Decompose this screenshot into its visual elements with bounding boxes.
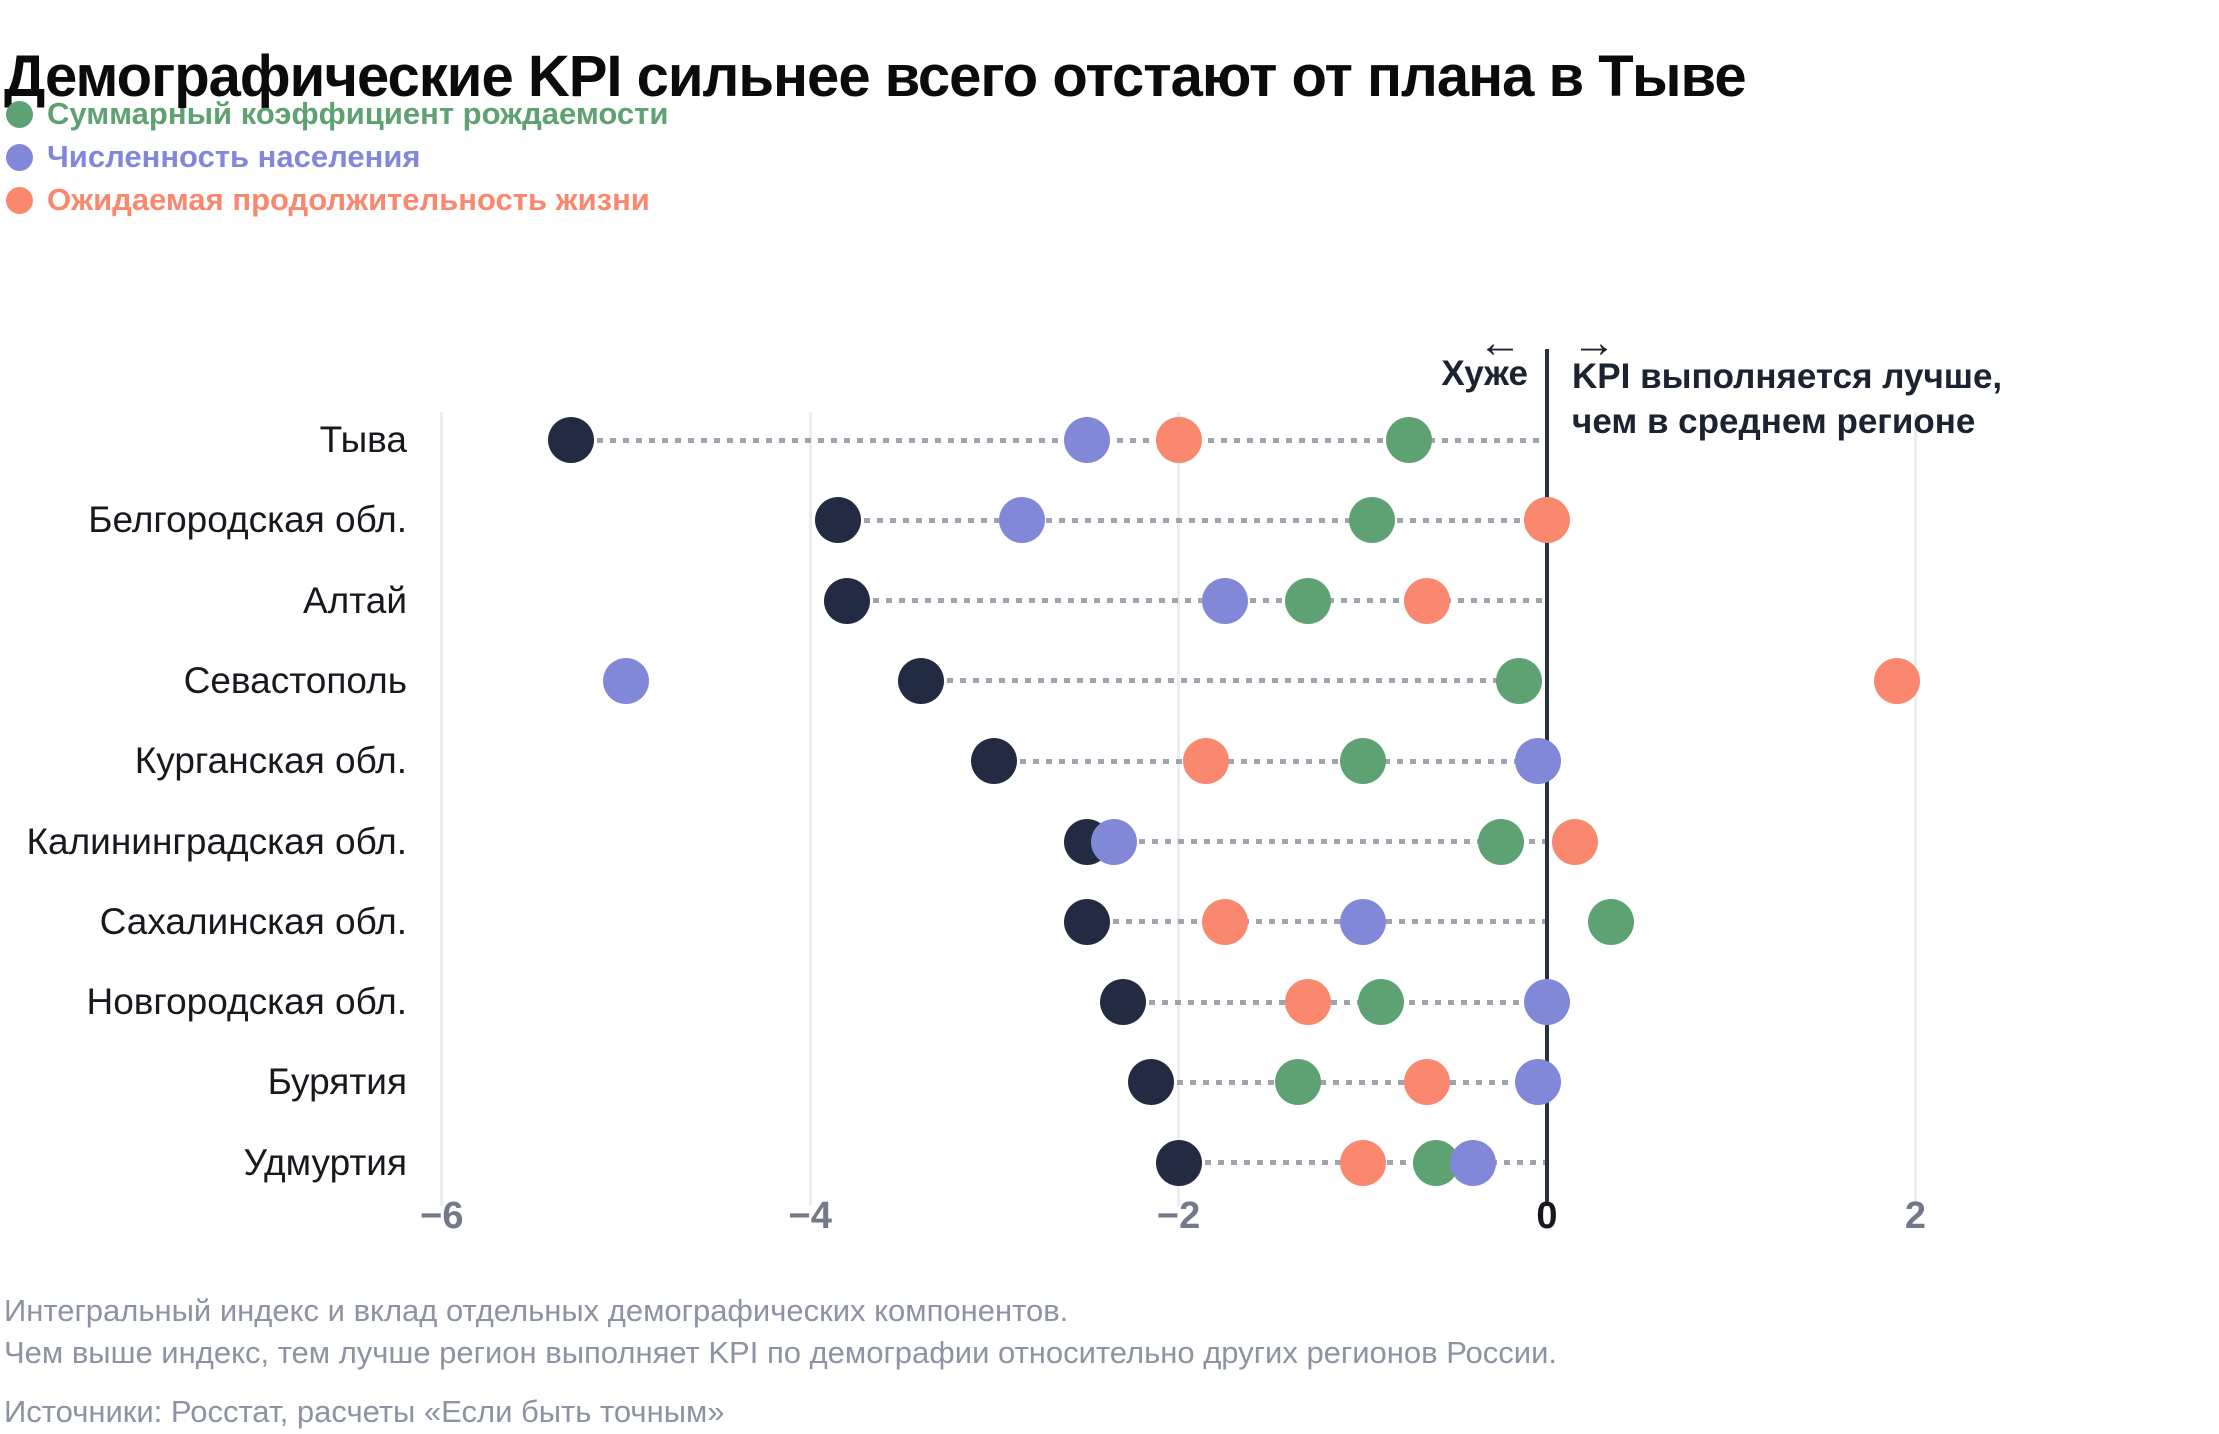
legend-label: Численность населения (47, 139, 421, 174)
row-label: Удмуртия (243, 1141, 407, 1183)
data-dot-green (1339, 738, 1386, 785)
row-label: Новгородская обл. (86, 981, 407, 1023)
legend-label: Ожидаемая продолжительность жизни (47, 182, 650, 217)
legend-item: Суммарный коэффициент рождаемости (6, 96, 668, 131)
data-dot-navy (824, 577, 871, 624)
data-dot-salmon (1551, 818, 1598, 865)
data-dot-navy (1155, 1139, 1202, 1186)
legend-dot-icon (6, 186, 33, 214)
data-dot-salmon (1201, 898, 1248, 945)
data-dot-salmon (1404, 577, 1451, 624)
footnote-line2: Чем выше индекс, тем лучше регион выполн… (4, 1335, 1558, 1370)
data-dot-green (1385, 417, 1432, 463)
footnote-source: Источники: Росстат, расчеты «Если быть т… (4, 1394, 725, 1429)
data-dot-green (1349, 497, 1395, 544)
data-dot-navy (1063, 898, 1110, 945)
data-dot-purple (1514, 738, 1561, 785)
leader-line (1150, 1079, 1545, 1085)
data-dot-navy (547, 417, 594, 463)
data-dot-purple (999, 497, 1046, 544)
x-tick-label: −4 (788, 1195, 832, 1237)
legend-label: Суммарный коэффициент рождаемости (47, 96, 669, 131)
legend-item: Численность населения (6, 139, 668, 174)
data-dot-navy (1127, 1059, 1174, 1106)
data-dot-salmon (1155, 417, 1202, 463)
data-dot-purple (1524, 979, 1570, 1026)
row-label: Севастополь (183, 659, 407, 701)
data-dot-salmon (1339, 1139, 1386, 1186)
leader-line (920, 678, 1545, 684)
gridline (440, 412, 444, 1206)
leader-line (847, 598, 1545, 604)
annotation-worse: Хуже (1441, 354, 1528, 393)
page-title: Демографические KPI сильнее всего отстаю… (4, 43, 1747, 109)
row-label: Калининградская обл. (26, 820, 407, 862)
data-dot-navy (1100, 979, 1147, 1026)
annotation-better-line1: KPI выполняется лучше, (1572, 357, 2003, 396)
data-dot-green (1588, 898, 1635, 945)
x-tick-label: −6 (420, 1195, 464, 1237)
gridline (1177, 412, 1181, 1206)
data-dot-purple (1339, 898, 1386, 945)
legend-item: Ожидаемая продолжительность жизни (6, 182, 668, 217)
data-dot-navy (814, 497, 861, 544)
annotation-better: KPI выполняется лучше, чем в среднем рег… (1572, 354, 2002, 444)
data-dot-salmon (1404, 1059, 1451, 1106)
x-tick-label: 0 (1536, 1195, 1558, 1237)
data-dot-salmon (1524, 497, 1570, 544)
data-dot-green (1358, 979, 1405, 1026)
data-dot-green (1284, 577, 1331, 624)
data-dot-salmon (1284, 979, 1331, 1026)
data-dot-navy (897, 657, 944, 704)
leader-line (570, 437, 1545, 443)
data-dot-green (1496, 657, 1543, 704)
annotation-better-line2: чем в среднем регионе (1572, 402, 1976, 441)
x-tick-label: −2 (1156, 1195, 1201, 1237)
row-label: Алтай (302, 579, 407, 621)
leader-line (1086, 839, 1545, 844)
arrow-right-icon: → (1572, 318, 1616, 367)
data-dot-purple (1514, 1059, 1561, 1106)
data-dot-salmon (1873, 657, 1920, 704)
data-dot-purple (1450, 1139, 1497, 1186)
row-label: Тыва (319, 419, 407, 460)
leader-line (1123, 999, 1545, 1005)
gridline (1913, 412, 1917, 1206)
legend-dot-icon (6, 100, 33, 128)
data-dot-purple (1091, 818, 1138, 865)
data-dot-green (1477, 818, 1524, 865)
legend-dot-icon (6, 143, 33, 171)
data-dot-purple (1201, 577, 1248, 624)
leader-line (994, 758, 1545, 764)
arrow-left-icon: ← (1478, 318, 1522, 367)
data-dot-salmon (1183, 738, 1230, 785)
data-dot-purple (1063, 417, 1110, 463)
row-label: Белгородская обл. (88, 499, 407, 541)
row-label: Бурятия (267, 1061, 407, 1103)
leader-line (837, 517, 1545, 523)
data-dot-green (1275, 1059, 1322, 1106)
x-tick-label: 2 (1904, 1195, 1926, 1237)
legend: Суммарный коэффициент рождаемости Численн… (6, 96, 668, 217)
gridline (808, 412, 812, 1206)
leader-line (1086, 919, 1545, 925)
data-dot-purple (603, 657, 649, 704)
data-dot-navy (971, 738, 1018, 785)
row-label: Курганская обл. (134, 740, 407, 782)
footnote-line1: Интегральный индекс и вклад отдельных де… (4, 1293, 1069, 1328)
row-label: Сахалинская обл. (99, 900, 407, 942)
